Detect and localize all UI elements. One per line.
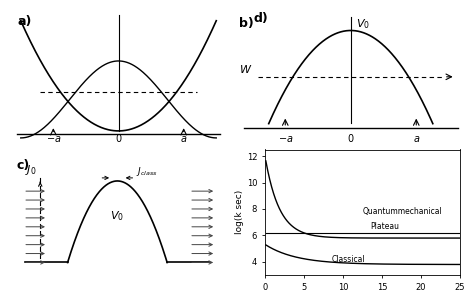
Text: $a$: $a$ bbox=[180, 134, 187, 144]
Text: $0$: $0$ bbox=[347, 132, 355, 144]
Text: a): a) bbox=[18, 16, 32, 28]
Text: c): c) bbox=[17, 158, 30, 172]
Text: $V_0$: $V_0$ bbox=[110, 210, 124, 223]
Text: $V_0$: $V_0$ bbox=[356, 17, 370, 30]
Text: Quantummechanical: Quantummechanical bbox=[363, 207, 442, 216]
Text: $-a$: $-a$ bbox=[46, 134, 61, 144]
Text: $J_{class}$: $J_{class}$ bbox=[136, 165, 158, 178]
Text: $W$: $W$ bbox=[239, 63, 253, 75]
X-axis label: 1000/T  [K⁻¹]: 1000/T [K⁻¹] bbox=[336, 298, 390, 299]
Text: $-a$: $-a$ bbox=[277, 134, 293, 144]
Text: $J_0$: $J_0$ bbox=[26, 163, 37, 177]
Text: Plateau: Plateau bbox=[370, 222, 400, 231]
Text: $a$: $a$ bbox=[412, 134, 420, 144]
Text: $0$: $0$ bbox=[115, 132, 122, 144]
Text: b): b) bbox=[239, 16, 254, 30]
Y-axis label: log(k sec): log(k sec) bbox=[235, 190, 244, 234]
Text: d): d) bbox=[254, 12, 268, 25]
Text: Classical: Classical bbox=[331, 255, 365, 264]
